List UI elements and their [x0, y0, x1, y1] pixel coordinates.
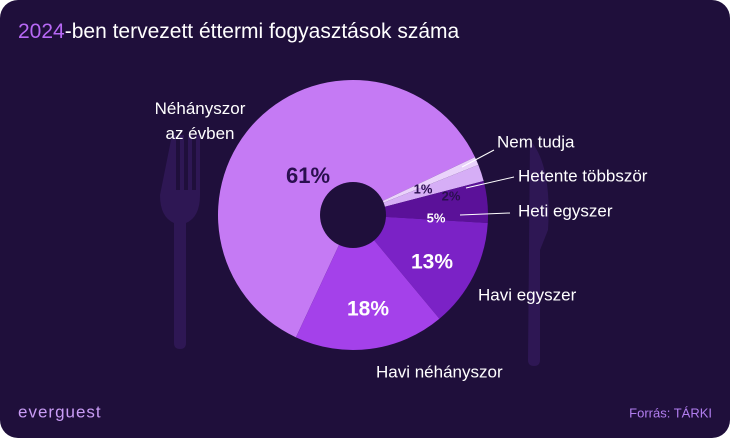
leader-line [465, 176, 515, 189]
leader-line [461, 149, 495, 168]
pie: 61% Néhányszor az évben 1% Nem tudja 2% Hetent… [155, 80, 648, 381]
value-label: 2% [442, 188, 461, 203]
chart-title: 2024-ben tervezett éttermi fogyasztások … [18, 20, 460, 43]
title-rest: -ben tervezett éttermi fogyasztások szám… [65, 20, 460, 43]
value-label: 1% [414, 181, 433, 196]
donut-hole [320, 182, 386, 248]
pie-slice [353, 164, 484, 215]
category-label: Havi néhányszor [376, 362, 503, 381]
source: Forrás: TÁRKI [629, 405, 712, 420]
category-label: Heti egyszer [518, 201, 613, 220]
category-label: Hetente többször [518, 166, 648, 185]
cutlery-decoration [160, 135, 549, 366]
value-label: 5% [427, 210, 446, 225]
leader-line [459, 212, 511, 216]
category-label: Havi egyszer [478, 285, 577, 304]
pie-slice [353, 215, 488, 319]
pie-slice [353, 180, 488, 224]
value-label: 18% [347, 298, 389, 321]
value-label: 61% [286, 163, 330, 188]
value-label: 13% [411, 251, 453, 274]
pie-slice [353, 157, 479, 215]
title-highlight: 2024 [18, 20, 65, 43]
category-label: Nem tudja [497, 132, 575, 151]
pie-slice [295, 215, 440, 350]
category-label: Néhányszor az évben [155, 99, 246, 143]
brand-logo: everguest [18, 402, 102, 421]
